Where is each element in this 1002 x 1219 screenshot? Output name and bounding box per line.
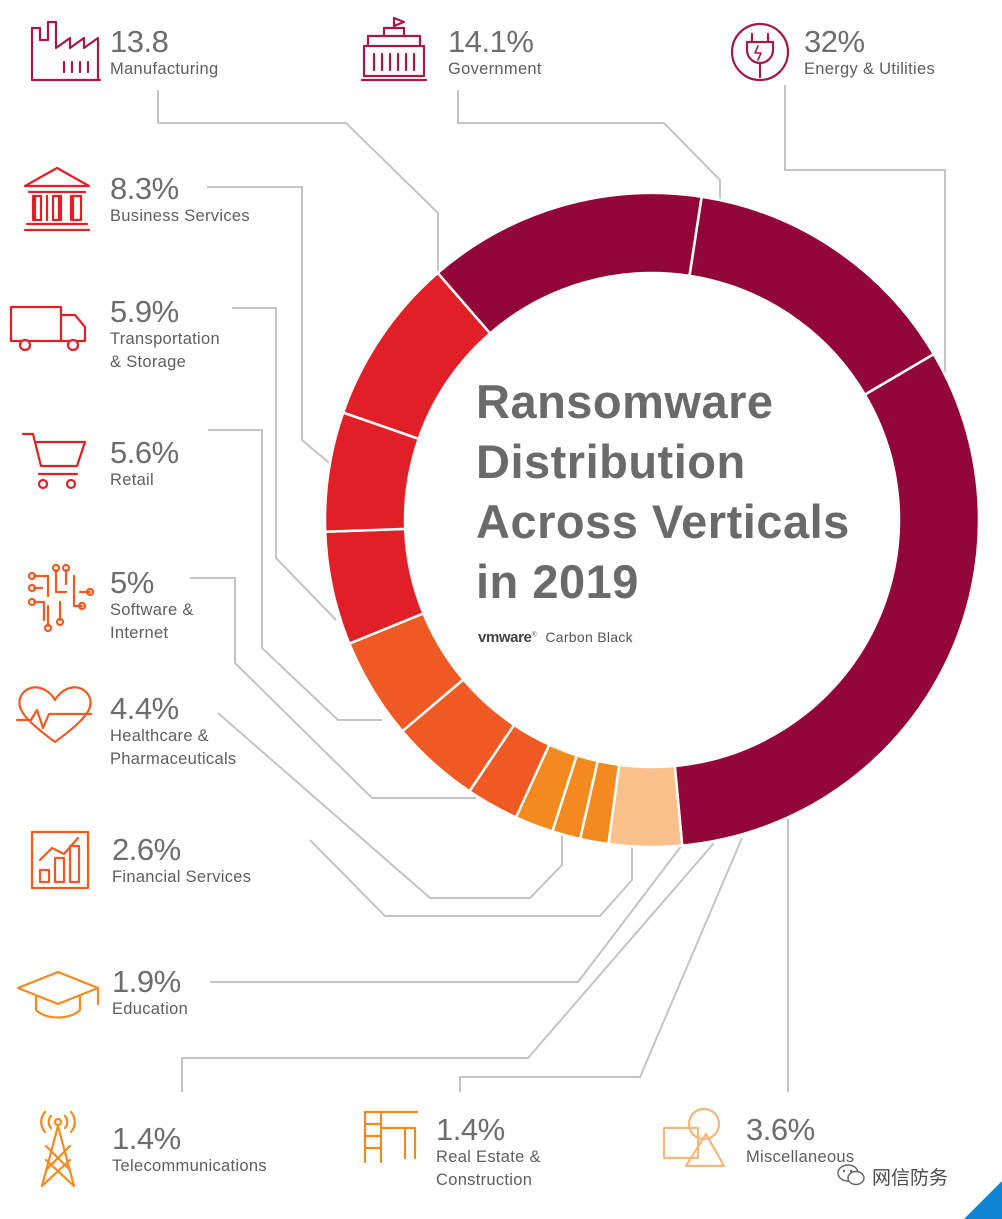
- label-circuit: 5% Software & Internet: [110, 567, 194, 645]
- circuit-icon: [29, 565, 93, 631]
- label-plug: 32% Energy & Utilities: [804, 26, 935, 81]
- heartbeat-icon: [17, 687, 91, 742]
- construction-frame-icon: [365, 1112, 417, 1162]
- title-line: Ransomware: [476, 372, 896, 432]
- delivery-truck-icon: [11, 307, 85, 350]
- chart-title: Ransomware Distribution Across Verticals…: [476, 372, 896, 612]
- leader-line: [458, 90, 720, 198]
- category-label: Financial Services: [112, 866, 251, 889]
- category-label: Software &: [110, 599, 194, 622]
- value-label: 3.6%: [746, 1114, 854, 1146]
- value-label: 13.8: [110, 26, 218, 58]
- category-label: & Storage: [110, 351, 220, 374]
- donut-slice-12: [690, 197, 934, 395]
- label-construction-frame: 1.4% Real Estate & Construction: [436, 1114, 541, 1192]
- brand-name: Carbon Black: [545, 629, 633, 645]
- category-label: Education: [112, 998, 188, 1021]
- leader-line: [207, 187, 334, 467]
- label-heartbeat: 4.4% Healthcare & Pharmaceuticals: [110, 693, 236, 771]
- value-label: 1.9%: [112, 966, 188, 998]
- donut-slice-11: [438, 193, 702, 333]
- value-label: 5%: [110, 567, 194, 599]
- bank-building-icon: [25, 168, 89, 230]
- value-label: 5.9%: [110, 296, 220, 328]
- leader-line: [232, 308, 336, 620]
- label-antenna-tower: 1.4% Telecommunications: [112, 1123, 267, 1178]
- label-shapes: 3.6% Miscellaneous: [746, 1114, 854, 1169]
- category-label: Internet: [110, 622, 194, 645]
- category-label: Real Estate &: [436, 1146, 541, 1169]
- leader-line: [182, 843, 714, 1092]
- antenna-tower-icon: [41, 1112, 75, 1186]
- category-label: Pharmaceuticals: [110, 748, 236, 771]
- category-label: Government: [448, 58, 542, 81]
- donut-slice-1: [608, 765, 682, 847]
- graduation-cap-icon: [18, 972, 98, 1018]
- value-label: 1.4%: [112, 1123, 267, 1155]
- shapes-icon: [664, 1109, 724, 1166]
- label-government-building: 14.1% Government: [448, 26, 542, 81]
- title-line: Distribution: [476, 432, 896, 492]
- value-label: 5.6%: [110, 437, 179, 469]
- corner-mark: [964, 1181, 1002, 1219]
- value-label: 14.1%: [448, 26, 542, 58]
- value-label: 2.6%: [112, 834, 251, 866]
- factory-icon: [32, 22, 100, 80]
- category-label: Manufacturing: [110, 58, 218, 81]
- brand-logo: vmware® Carbon Black: [478, 629, 633, 646]
- category-label: Construction: [436, 1169, 541, 1192]
- label-bar-chart: 2.6% Financial Services: [112, 834, 251, 889]
- category-label: Retail: [110, 469, 179, 492]
- label-graduation-cap: 1.9% Education: [112, 966, 188, 1021]
- category-label: Healthcare &: [110, 725, 236, 748]
- value-label: 1.4%: [436, 1114, 541, 1146]
- value-label: 8.3%: [110, 173, 250, 205]
- category-label: Energy & Utilities: [804, 58, 935, 81]
- label-factory: 13.8 Manufacturing: [110, 26, 218, 81]
- title-line: Across Verticals: [476, 492, 896, 552]
- brand-vm: vmware: [478, 629, 531, 646]
- category-label: Transportation: [110, 328, 220, 351]
- government-building-icon: [362, 18, 426, 80]
- leader-line: [460, 838, 742, 1092]
- shopping-cart-icon: [23, 434, 85, 488]
- plug-icon: [732, 24, 788, 80]
- bar-chart-icon: [32, 832, 88, 888]
- label-bank-building: 8.3% Business Services: [110, 173, 250, 228]
- category-label: Telecommunications: [112, 1155, 267, 1178]
- value-label: 4.4%: [110, 693, 236, 725]
- label-delivery-truck: 5.9% Transportation & Storage: [110, 296, 220, 374]
- title-line: in 2019: [476, 552, 896, 612]
- category-label: Business Services: [110, 205, 250, 228]
- leader-line: [310, 840, 632, 916]
- value-label: 32%: [804, 26, 935, 58]
- label-shopping-cart: 5.6% Retail: [110, 437, 179, 492]
- watermark-text: 网信防务: [872, 1163, 948, 1190]
- wechat-icon: [836, 1163, 866, 1187]
